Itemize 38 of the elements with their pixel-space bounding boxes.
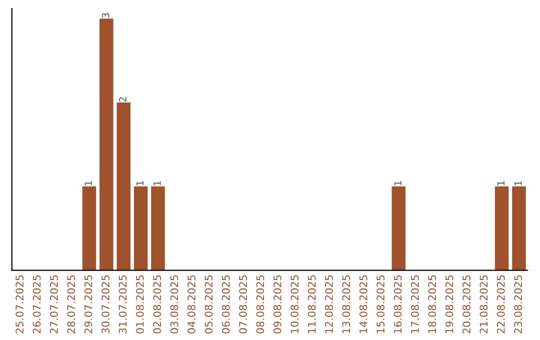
x-tick-label: 29.07.2025 (84, 275, 92, 334)
x-tick-label: 22.08.2025 (496, 275, 505, 334)
data-label: 3 (102, 13, 110, 18)
x-tick-label: 03.08.2025 (170, 275, 178, 334)
x-tick-label: 15.08.2025 (376, 275, 384, 333)
x-tick-label: 02.08.2025 (153, 275, 162, 334)
x-tick-label: 27.07.2025 (50, 275, 58, 334)
x-tick-label: 16.08.2025 (394, 275, 402, 333)
x-tick-label: 10.08.2025 (290, 275, 299, 333)
x-tick-label: 17.08.2025 (410, 275, 419, 333)
x-tick-label: 23.08.2025 (514, 275, 522, 334)
x-tick-label: 08.08.2025 (256, 275, 264, 334)
x-tick-label: 21.08.2025 (480, 275, 488, 334)
x-tick-label: 14.08.2025 (359, 275, 368, 333)
data-label: 1 (154, 181, 161, 186)
x-tick-label: 28.07.2025 (67, 275, 76, 334)
x-tick-label: 11.08.2025 (308, 275, 316, 333)
data-label: 2 (119, 97, 126, 102)
data-label: 1 (136, 181, 144, 186)
data-label: 1 (497, 181, 504, 186)
data-label: 1 (394, 181, 402, 186)
x-tick-label: 07.08.2025 (239, 275, 247, 334)
data-label: 1 (84, 181, 92, 186)
x-tick-label: 25.07.2025 (16, 275, 24, 334)
x-tick-label: 04.08.2025 (188, 275, 196, 334)
x-tick-label: 20.08.2025 (462, 275, 470, 334)
x-tick-label: 12.08.2025 (325, 275, 333, 333)
x-tick-label: 01.08.2025 (136, 275, 144, 334)
x-tick-label: 31.07.2025 (118, 275, 127, 334)
data-label: 1 (514, 181, 522, 186)
x-tick-label: 09.08.2025 (273, 275, 282, 334)
x-tick-label: 26.07.2025 (32, 275, 41, 334)
x-tick-label: 06.08.2025 (222, 275, 230, 334)
x-tick-label: 18.08.2025 (428, 275, 436, 333)
x-tick-label: 05.08.2025 (204, 275, 213, 334)
x-tick-label: 13.08.2025 (342, 275, 350, 333)
x-tick-label: 30.07.2025 (102, 275, 110, 334)
x-tick-label: 19.08.2025 (445, 275, 454, 333)
